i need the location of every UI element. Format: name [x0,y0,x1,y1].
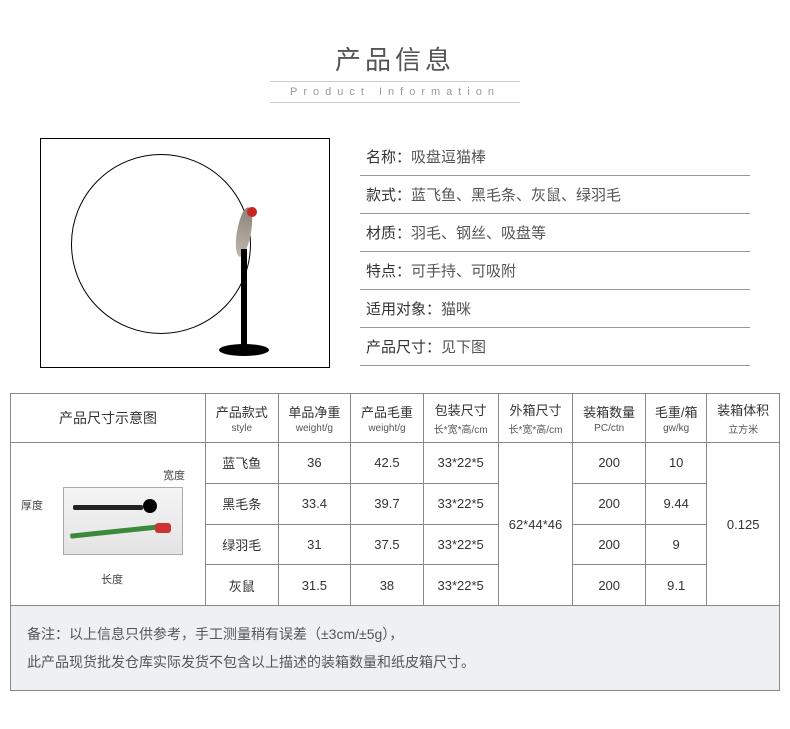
info-row: 适用对象：猫咪 [360,290,750,328]
cell-style: 灰鼠 [206,565,279,606]
label-thickness: 厚度 [21,497,43,513]
cell-qty: 200 [573,524,646,565]
cell-gw: 9.44 [645,483,706,524]
info-value: 见下图 [441,336,486,357]
label-width: 宽度 [163,467,185,483]
diagram-header: 产品尺寸示意图 [11,394,206,443]
col-header: 单品净重weight/g [278,394,351,443]
cell-net: 36 [278,443,351,484]
spec-table: 产品尺寸示意图 产品款式style单品净重weight/g产品毛重weight/… [10,393,780,606]
cell-pack: 33*22*5 [423,483,498,524]
cell-gross: 42.5 [351,443,424,484]
cell-carton: 62*44*46 [498,443,573,606]
pole-sketch [241,249,247,349]
info-row: 材质：羽毛、钢丝、吸盘等 [360,214,750,252]
col-header: 包装尺寸长*宽*高/cm [423,394,498,443]
col-header: 产品款式style [206,394,279,443]
page-header: 产品信息 Product Information [0,0,790,118]
head-sketch [155,523,171,533]
cell-gross: 37.5 [351,524,424,565]
title-cn: 产品信息 [0,40,790,77]
col-header: 毛重/箱gw/kg [645,394,706,443]
item-sketch [73,505,143,510]
info-label: 特点： [366,260,411,281]
cell-volume: 0.125 [707,443,780,606]
info-row: 特点：可手持、可吸附 [360,252,750,290]
cell-gw: 9 [645,524,706,565]
info-value: 吸盘逗猫棒 [411,146,486,167]
cell-pack: 33*22*5 [423,443,498,484]
product-image [40,138,330,368]
cell-qty: 200 [573,443,646,484]
diagram-cell: 厚度 宽度长度 [11,443,206,606]
info-row: 名称：吸盘逗猫棒 [360,138,750,176]
cell-gw: 10 [645,443,706,484]
info-value: 蓝飞鱼、黑毛条、灰鼠、绿羽毛 [411,184,621,205]
bag-sketch [63,487,183,555]
cell-style: 黑毛条 [206,483,279,524]
suction-base-sketch [219,344,269,356]
wire-loop-sketch [71,154,251,334]
label-length: 长度 [101,571,123,587]
table-header-row: 产品尺寸示意图 产品款式style单品净重weight/g产品毛重weight/… [11,394,780,443]
cell-net: 33.4 [278,483,351,524]
info-row: 产品尺寸：见下图 [360,328,750,366]
cell-pack: 33*22*5 [423,524,498,565]
info-row: 款式：蓝飞鱼、黑毛条、灰鼠、绿羽毛 [360,176,750,214]
info-label: 材质： [366,222,411,243]
bell-sketch [247,207,257,217]
cell-qty: 200 [573,483,646,524]
cell-style: 绿羽毛 [206,524,279,565]
info-label: 产品尺寸： [366,336,441,357]
info-list: 名称：吸盘逗猫棒款式：蓝飞鱼、黑毛条、灰鼠、绿羽毛材质：羽毛、钢丝、吸盘等特点：… [360,138,750,368]
cell-pack: 33*22*5 [423,565,498,606]
col-header: 装箱体积立方米 [707,394,780,443]
col-header: 外箱尺寸长*宽*高/cm [498,394,573,443]
info-label: 款式： [366,184,411,205]
note-box: 备注：以上信息只供参考，手工测量稍有误差（±3cm/±5g）， 此产品现货批发仓… [10,606,780,691]
table-row: 厚度宽度长度蓝飞鱼3642.533*22*562*44*46200100.125 [11,443,780,484]
col-header: 产品毛重weight/g [351,394,424,443]
info-section: 名称：吸盘逗猫棒款式：蓝飞鱼、黑毛条、灰鼠、绿羽毛材质：羽毛、钢丝、吸盘等特点：… [0,118,790,383]
cell-gross: 38 [351,565,424,606]
col-header: 装箱数量PC/ctn [573,394,646,443]
info-label: 名称： [366,146,411,167]
cell-net: 31 [278,524,351,565]
info-value: 可手持、可吸附 [411,260,516,281]
cell-net: 31.5 [278,565,351,606]
info-value: 羽毛、钢丝、吸盘等 [411,222,546,243]
note-line-2: 此产品现货批发仓库实际发货不包含以上描述的装箱数量和纸皮箱尺寸。 [27,648,763,676]
title-en: Product Information [270,81,520,103]
cell-gross: 39.7 [351,483,424,524]
cell-style: 蓝飞鱼 [206,443,279,484]
info-label: 适用对象： [366,298,441,319]
ball-sketch [143,499,157,513]
cell-gw: 9.1 [645,565,706,606]
note-line-1: 备注：以上信息只供参考，手工测量稍有误差（±3cm/±5g）， [27,620,763,648]
info-value: 猫咪 [441,298,471,319]
cell-qty: 200 [573,565,646,606]
